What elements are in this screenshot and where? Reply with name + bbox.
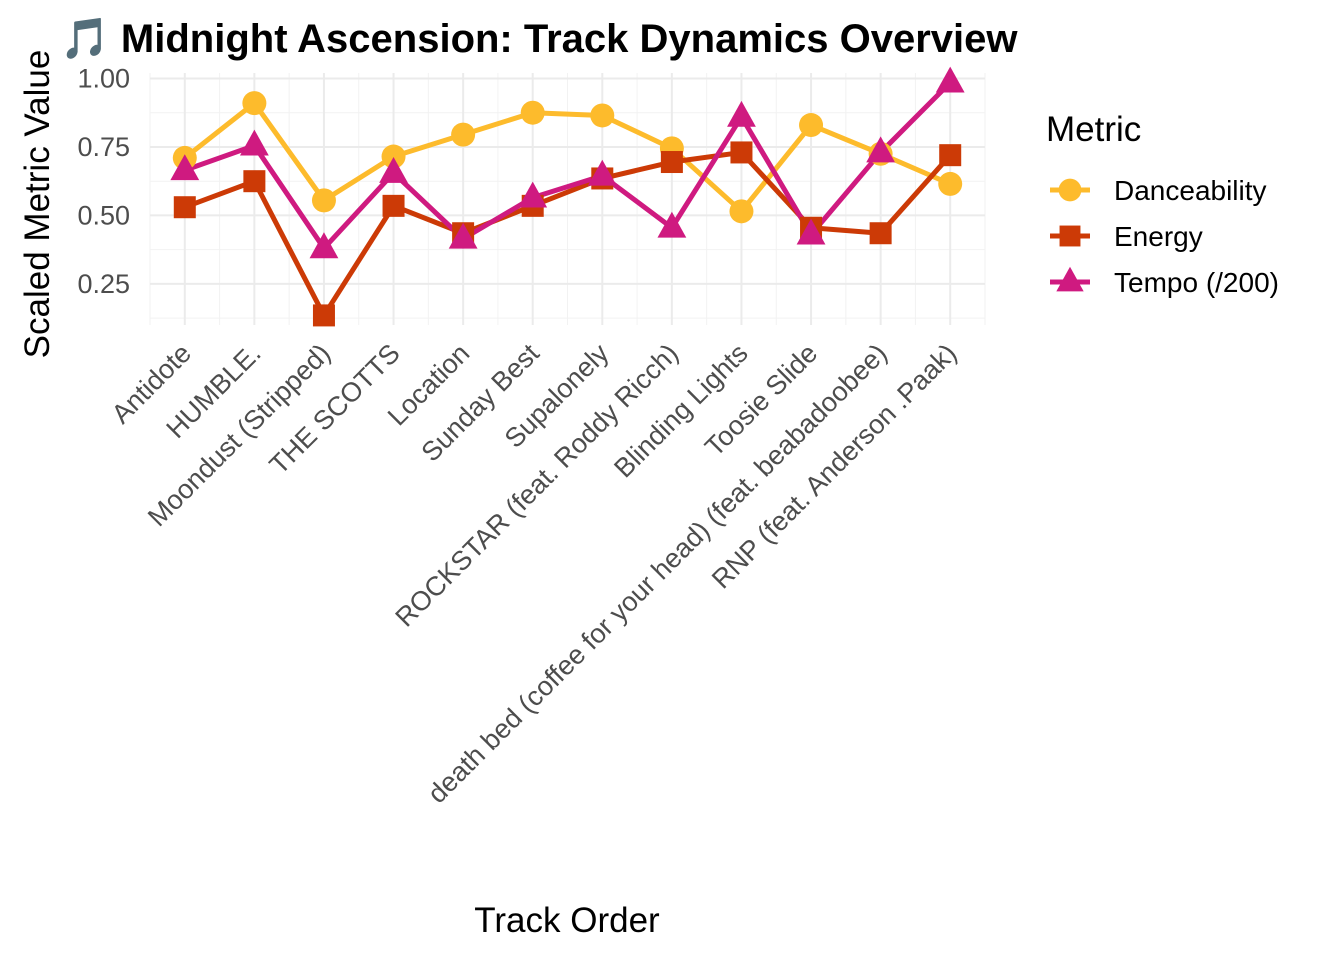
legend-label: Tempo (/200) <box>1114 267 1279 298</box>
data-point <box>518 181 548 208</box>
series-energy <box>183 149 953 318</box>
y-tick-label: 0.50 <box>77 200 130 230</box>
data-point <box>938 171 963 196</box>
data-point <box>727 100 756 127</box>
data-point <box>242 91 267 116</box>
data-point <box>382 194 405 217</box>
chart-title: 🎵 Midnight Ascension: Track Dynamics Ove… <box>60 17 1018 61</box>
data-point <box>1059 225 1081 247</box>
data-point <box>799 113 824 138</box>
legend-item: Danceability <box>1050 175 1267 206</box>
series-layer <box>170 66 965 327</box>
legend-item: Tempo (/200) <box>1050 266 1279 298</box>
series-tempo-200 <box>183 80 952 251</box>
series-line <box>183 80 952 251</box>
series-markers <box>172 91 963 224</box>
data-point <box>451 122 476 147</box>
y-axis: 0.25 0.50 0.75 1.00 <box>77 63 130 298</box>
data-point <box>311 188 336 213</box>
grid <box>149 73 986 325</box>
data-point <box>796 218 826 245</box>
legend-title: Metric <box>1046 110 1141 149</box>
data-point <box>590 103 615 128</box>
data-point <box>520 100 545 125</box>
data-point <box>660 151 683 174</box>
data-point <box>309 232 339 259</box>
data-point <box>1056 266 1084 292</box>
data-point <box>379 156 408 183</box>
y-tick-label: 1.00 <box>77 63 130 93</box>
data-point <box>869 222 892 245</box>
series-markers <box>170 66 965 259</box>
data-point <box>657 211 687 238</box>
x-axis-title: Track Order <box>474 901 660 940</box>
data-point <box>866 136 896 163</box>
legend-label: Danceability <box>1114 175 1267 206</box>
legend: Metric Danceability Energy Tempo (/200) <box>1046 110 1279 298</box>
y-axis-title: Scaled Metric Value <box>18 50 57 359</box>
data-point <box>243 170 266 193</box>
data-point <box>312 304 335 327</box>
data-point <box>939 144 962 167</box>
data-point <box>587 159 617 186</box>
y-tick-label: 0.25 <box>77 269 130 299</box>
data-point <box>381 144 406 169</box>
data-point <box>935 66 965 93</box>
y-tick-label: 0.75 <box>77 132 130 162</box>
data-point <box>170 154 200 181</box>
data-point <box>448 222 478 249</box>
legend-item: Energy <box>1050 221 1203 252</box>
data-point <box>1058 178 1082 202</box>
data-point <box>730 141 753 164</box>
data-point <box>729 199 754 224</box>
series-line <box>183 100 952 214</box>
data-point <box>239 129 269 156</box>
data-point <box>173 196 196 219</box>
series-line <box>183 149 953 318</box>
series-danceability <box>183 100 952 214</box>
legend-label: Energy <box>1114 221 1203 252</box>
